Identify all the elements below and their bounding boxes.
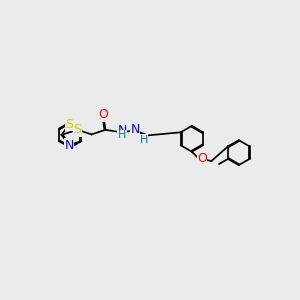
Text: H: H: [140, 135, 148, 145]
Text: N: N: [117, 124, 127, 137]
Text: N: N: [130, 123, 140, 136]
Text: O: O: [99, 108, 109, 121]
Text: S: S: [65, 118, 73, 131]
Text: N: N: [64, 139, 74, 152]
Text: O: O: [197, 152, 207, 165]
Text: S: S: [73, 123, 81, 136]
Text: H: H: [118, 130, 126, 140]
